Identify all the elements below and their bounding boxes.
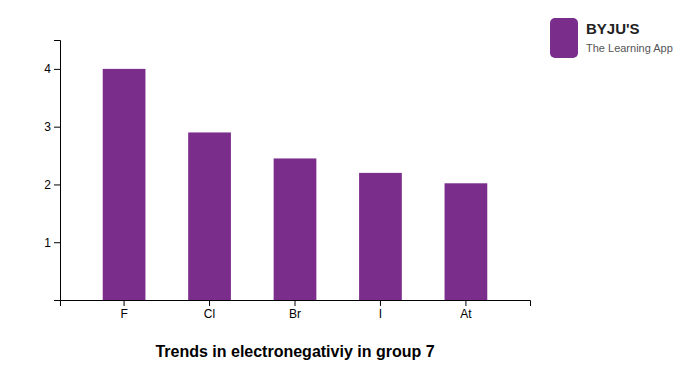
x-tick-mark (209, 300, 210, 306)
annotation: The Learning App (586, 42, 673, 54)
y-tick-label: 3 (44, 120, 51, 134)
plot: 1 2 3 4 F Cl Br I At (44, 41, 530, 321)
chart: 1 2 3 4 F Cl Br I At Trends in electronegativiy i… (0, 0, 700, 375)
x-tick: At (460, 300, 472, 321)
title: Trends in electronegativiy in group 7 (155, 343, 434, 360)
x-tick-label: Br (289, 307, 301, 321)
x-tick-mark (465, 300, 466, 306)
y-axis: 1 2 3 4 (44, 41, 60, 301)
x-axis: F Cl Br I At (61, 300, 531, 321)
bar (445, 183, 488, 300)
x-tick-label: At (460, 307, 472, 321)
x-tick: Cl (204, 300, 215, 321)
y-tick: 3 (44, 120, 60, 134)
bars (103, 69, 488, 300)
logo-icon (550, 18, 578, 58)
y-tick: 2 (44, 178, 60, 192)
y-tick-mark (54, 127, 60, 128)
bar (274, 158, 317, 300)
x-tick-label: Cl (204, 307, 215, 321)
x-tick-label: F (120, 307, 127, 321)
x-axis-line (61, 301, 531, 307)
y-tick: 1 (44, 236, 60, 250)
y-tick-mark (54, 69, 60, 70)
x-tick: Br (289, 300, 301, 321)
x-tick: I (379, 300, 382, 321)
bar (359, 173, 402, 300)
y-tick-mark (54, 242, 60, 243)
y-tick-label: 1 (44, 236, 51, 250)
x-tick-label: I (379, 307, 382, 321)
bar (188, 132, 231, 300)
x-tick-mark (295, 300, 296, 306)
y-tick-label: 4 (44, 62, 51, 76)
x-tick-mark (380, 300, 381, 306)
y-tick: 4 (44, 62, 60, 76)
y-tick-mark (54, 184, 60, 185)
y-axis-line (54, 41, 61, 301)
logo: BYJU'S The Learning App (550, 18, 673, 58)
annotation: BYJU'S (586, 20, 640, 37)
bar (103, 69, 146, 300)
y-tick-label: 2 (44, 178, 51, 192)
x-tick: F (120, 300, 127, 321)
x-tick-mark (124, 300, 125, 306)
